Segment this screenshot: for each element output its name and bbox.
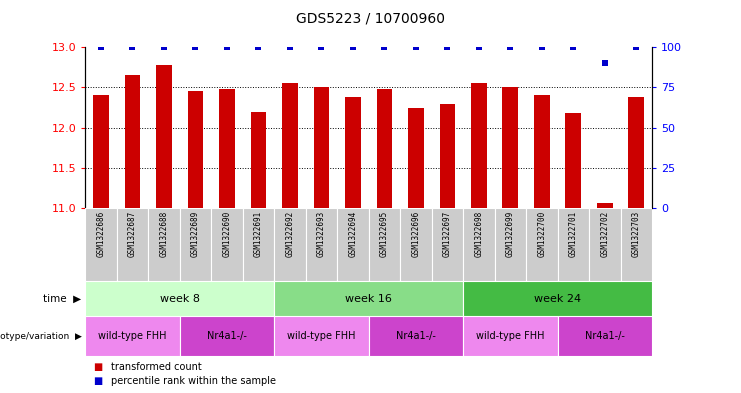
Text: GSM1322690: GSM1322690	[222, 211, 231, 257]
Bar	[589, 208, 620, 281]
Point	[379, 44, 391, 50]
Point	[599, 60, 611, 66]
Bar	[534, 95, 550, 208]
Text: GSM1322687: GSM1322687	[128, 211, 137, 257]
Bar	[219, 89, 235, 208]
Point	[473, 44, 485, 50]
Bar	[408, 108, 424, 208]
Text: Nr4a1-/-: Nr4a1-/-	[585, 331, 625, 341]
Bar	[526, 208, 557, 281]
Point	[442, 44, 453, 50]
Bar	[85, 281, 274, 316]
Bar	[621, 208, 652, 281]
Text: Nr4a1-/-: Nr4a1-/-	[396, 331, 436, 341]
Point	[95, 44, 107, 50]
Point	[568, 44, 579, 50]
Text: GSM1322702: GSM1322702	[600, 211, 609, 257]
Bar	[376, 89, 392, 208]
Bar	[306, 208, 337, 281]
Point	[158, 44, 170, 50]
Text: percentile rank within the sample: percentile rank within the sample	[111, 376, 276, 386]
Text: ■: ■	[93, 362, 102, 373]
Bar	[93, 95, 109, 208]
Text: week 24: week 24	[534, 294, 581, 304]
Text: GSM1322699: GSM1322699	[506, 211, 515, 257]
Bar	[274, 208, 306, 281]
Bar	[368, 316, 463, 356]
Point	[347, 44, 359, 50]
Text: GSM1322691: GSM1322691	[254, 211, 263, 257]
Point	[505, 44, 516, 50]
Text: wild-type FHH: wild-type FHH	[288, 331, 356, 341]
Bar	[156, 65, 172, 208]
Bar	[148, 208, 179, 281]
Bar	[368, 208, 400, 281]
Bar	[274, 316, 369, 356]
Bar	[502, 87, 518, 208]
Point	[190, 44, 202, 50]
Bar	[179, 208, 211, 281]
Bar	[250, 112, 266, 208]
Text: GDS5223 / 10700960: GDS5223 / 10700960	[296, 12, 445, 26]
Bar	[124, 75, 140, 208]
Bar	[85, 208, 117, 281]
Bar	[187, 92, 203, 208]
Bar	[557, 208, 589, 281]
Bar	[431, 208, 463, 281]
Text: GSM1322693: GSM1322693	[317, 211, 326, 257]
Bar	[463, 281, 652, 316]
Bar	[211, 208, 243, 281]
Point	[536, 44, 548, 50]
Point	[410, 44, 422, 50]
Text: genotype/variation  ▶: genotype/variation ▶	[0, 332, 82, 340]
Bar	[597, 203, 613, 208]
Bar	[557, 316, 652, 356]
Text: week 16: week 16	[345, 294, 392, 304]
Bar	[471, 83, 487, 208]
Text: GSM1322700: GSM1322700	[537, 211, 546, 257]
Text: GSM1322696: GSM1322696	[411, 211, 420, 257]
Bar	[463, 208, 495, 281]
Bar	[117, 208, 148, 281]
Text: GSM1322688: GSM1322688	[159, 211, 168, 257]
Text: GSM1322692: GSM1322692	[285, 211, 294, 257]
Text: GSM1322698: GSM1322698	[474, 211, 483, 257]
Bar	[179, 316, 274, 356]
Text: transformed count: transformed count	[111, 362, 202, 373]
Text: week 8: week 8	[160, 294, 199, 304]
Bar	[313, 87, 329, 208]
Bar	[565, 113, 581, 208]
Bar	[628, 97, 644, 208]
Bar	[439, 103, 455, 208]
Text: Nr4a1-/-: Nr4a1-/-	[207, 331, 247, 341]
Text: time  ▶: time ▶	[44, 294, 82, 304]
Text: ■: ■	[93, 376, 102, 386]
Bar	[345, 97, 361, 208]
Bar	[282, 83, 298, 208]
Bar	[337, 208, 368, 281]
Point	[253, 44, 265, 50]
Text: wild-type FHH: wild-type FHH	[476, 331, 545, 341]
Text: GSM1322701: GSM1322701	[569, 211, 578, 257]
Point	[221, 44, 233, 50]
Point	[316, 44, 328, 50]
Bar	[495, 208, 526, 281]
Text: GSM1322695: GSM1322695	[380, 211, 389, 257]
Bar	[243, 208, 274, 281]
Text: GSM1322697: GSM1322697	[443, 211, 452, 257]
Text: GSM1322686: GSM1322686	[96, 211, 105, 257]
Point	[127, 44, 139, 50]
Text: GSM1322694: GSM1322694	[348, 211, 357, 257]
Text: wild-type FHH: wild-type FHH	[99, 331, 167, 341]
Bar	[463, 316, 557, 356]
Point	[631, 44, 642, 50]
Point	[284, 44, 296, 50]
Bar	[274, 281, 463, 316]
Bar	[85, 316, 179, 356]
Text: GSM1322689: GSM1322689	[191, 211, 200, 257]
Bar	[400, 208, 431, 281]
Text: GSM1322703: GSM1322703	[632, 211, 641, 257]
